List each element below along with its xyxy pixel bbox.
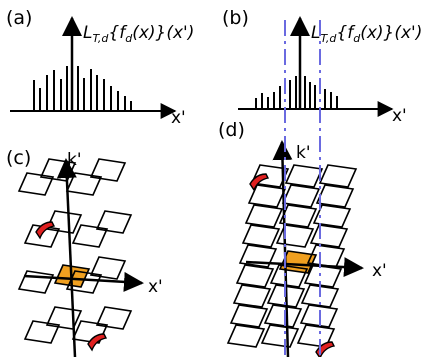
panel-b-x-label: x' (392, 106, 407, 126)
lattice-cell (300, 284, 340, 308)
lattice-cell (241, 224, 281, 248)
lattice-cell (299, 304, 339, 328)
lattice-cell (278, 204, 318, 228)
lattice-cell (89, 158, 127, 182)
lattice-cell (244, 204, 284, 228)
lattice-cell (17, 172, 55, 196)
lattice-cell (229, 304, 269, 328)
panel-b-spectrum (238, 16, 394, 117)
lattice-cell (309, 224, 349, 248)
panel-a-bars (33, 66, 132, 111)
lattice-cell (45, 306, 83, 330)
panel-a-spectrum (10, 16, 177, 119)
panel-d-k-label: k' (296, 143, 311, 163)
panel-a-x-label: x' (171, 108, 186, 128)
lattice-cell (95, 306, 133, 330)
red-mark (249, 173, 270, 192)
lattice-cell (71, 224, 109, 248)
panel-b-transform-label: LT,d{fd(x)}(x') (311, 23, 422, 45)
panel-c-k-axis (56, 158, 77, 357)
panel-c-lattice (17, 158, 133, 352)
red-mark (35, 221, 56, 240)
lattice-cell (312, 204, 352, 228)
lattice-cell (232, 284, 272, 308)
lattice-cell (235, 264, 275, 288)
panel-a-transform-label: LT,d{fd(x)}(x') (83, 23, 194, 45)
lattice-cell (260, 324, 300, 348)
lattice-cell (315, 184, 355, 208)
lattice-cell (269, 264, 309, 288)
lattice-cell (247, 184, 287, 208)
panel-c-k-label: k' (67, 150, 82, 170)
panel-d-lattice (226, 164, 358, 357)
panel-c-label: (c) (6, 147, 31, 169)
lattice-cell (318, 164, 358, 188)
lattice-cell (17, 270, 55, 294)
red-mark (87, 333, 108, 352)
lattice-cell (65, 172, 103, 196)
panel-d-x-axis (245, 257, 364, 278)
panel-b-bars (255, 76, 338, 109)
panel-b-label: (b) (222, 7, 249, 29)
lattice-cell (263, 304, 303, 328)
lattice-cell (89, 256, 127, 280)
lattice-cell (250, 164, 290, 188)
panel-d-x-label: x' (372, 261, 387, 281)
panel-c-x-label: x' (148, 277, 163, 297)
lattice-cell (275, 224, 315, 248)
panel-d-label: (d) (218, 119, 245, 141)
panel-d-k-axis (272, 140, 293, 357)
red-mark (315, 341, 336, 357)
lattice-cell (23, 320, 61, 344)
lattice-cell (95, 210, 133, 234)
lattice-cell (226, 324, 266, 348)
lattice-cell (238, 244, 278, 268)
lattice-cell (284, 164, 324, 188)
panel-c-x-axis (23, 271, 144, 292)
panel-a-label: (a) (6, 7, 32, 29)
lattice-cell (266, 284, 306, 308)
lattice-cell (281, 184, 321, 208)
